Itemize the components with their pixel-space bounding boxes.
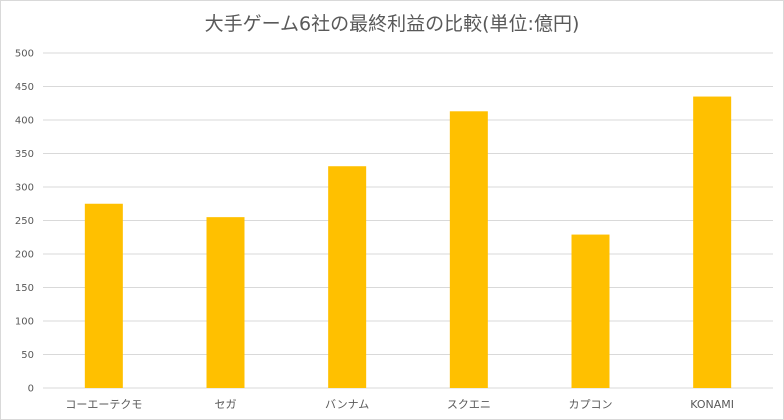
y-tick-label: 250 <box>15 216 34 227</box>
chart-title: 大手ゲーム6社の最終利益の比較(単位:億円) <box>204 13 580 35</box>
bar <box>571 234 610 388</box>
bar <box>206 217 245 388</box>
y-tick-label: 500 <box>15 49 34 60</box>
y-tick-label: 150 <box>15 283 34 294</box>
x-tick-label: バンナム <box>325 398 369 411</box>
bar <box>328 166 367 388</box>
bar <box>449 111 488 388</box>
x-tick-label: KONAMI <box>690 398 734 411</box>
y-tick-label: 450 <box>15 82 34 93</box>
y-tick-label: 50 <box>21 350 34 361</box>
y-tick-label: 350 <box>15 149 34 160</box>
bar <box>693 96 732 389</box>
y-tick-label: 100 <box>15 317 34 328</box>
x-tick-label: コーエーテクモ <box>65 398 142 411</box>
bar <box>84 203 123 388</box>
y-tick-label: 300 <box>15 183 34 194</box>
y-tick-label: 400 <box>15 116 34 127</box>
x-tick-label: セガ <box>215 398 237 411</box>
x-tick-label: カプコン <box>569 398 613 411</box>
x-tick-label: スクエニ <box>447 398 491 411</box>
y-tick-label: 0 <box>28 384 34 395</box>
y-tick-label: 200 <box>15 250 34 261</box>
